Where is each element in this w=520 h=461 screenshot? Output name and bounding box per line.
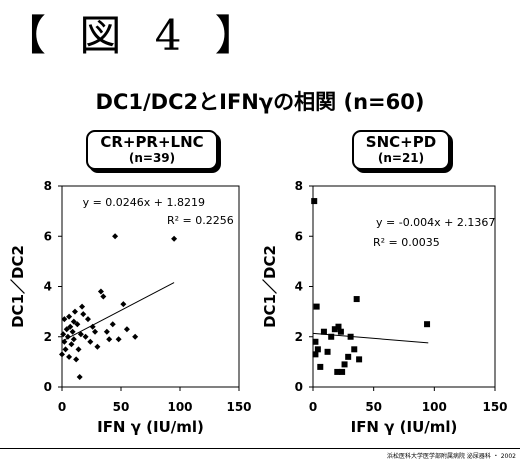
data-point — [61, 338, 68, 345]
group-name: SNC+PD — [365, 133, 437, 151]
x-tick-label: 50 — [113, 400, 130, 414]
group-name: CR+PR+LNC — [100, 133, 204, 151]
main-title: DC1/DC2とIFNγの相関 (n=60) — [95, 90, 425, 114]
y-tick-label: 8 — [44, 179, 52, 193]
data-point — [132, 333, 139, 340]
data-point — [75, 346, 82, 353]
data-point — [324, 348, 331, 355]
y-tick-label: 8 — [295, 179, 303, 193]
data-point — [62, 346, 69, 353]
group-count: (n=39) — [128, 151, 176, 165]
data-point — [67, 323, 74, 330]
data-point — [328, 333, 335, 340]
data-point — [115, 336, 122, 343]
data-point — [100, 293, 107, 300]
x-tick-label: 150 — [482, 400, 507, 414]
data-point — [123, 326, 130, 333]
data-point — [64, 333, 71, 340]
r-squared-label: R² = 0.0035 — [373, 236, 440, 249]
y-tick-label: 4 — [44, 280, 52, 294]
data-point — [312, 338, 319, 345]
footer-rule — [0, 448, 520, 449]
data-point — [76, 373, 83, 380]
y-axis-label: DC1／DC2 — [261, 245, 279, 328]
data-point — [106, 336, 113, 343]
data-point — [60, 331, 67, 338]
data-point — [424, 321, 431, 328]
data-point — [320, 328, 327, 335]
data-point — [77, 331, 84, 338]
data-point — [356, 356, 363, 363]
data-point — [94, 343, 101, 350]
x-axis-label: IFN γ (IU/ml) — [97, 418, 204, 436]
data-point — [334, 368, 341, 375]
group-count: (n=21) — [377, 151, 425, 165]
data-point — [80, 311, 87, 318]
x-axis-label: IFN γ (IU/ml) — [351, 418, 458, 436]
y-tick-label: 2 — [295, 330, 303, 344]
data-point — [63, 326, 70, 333]
y-tick-label: 2 — [44, 330, 52, 344]
data-point — [313, 303, 320, 310]
data-point — [109, 321, 116, 328]
group-box-snc-pd: SNC+PD (n=21) — [352, 130, 450, 170]
data-point — [331, 326, 338, 333]
data-point — [73, 356, 80, 363]
data-point — [68, 341, 75, 348]
group-box-cr-pr-lnc: CR+PR+LNC (n=39) — [86, 130, 218, 170]
data-point — [66, 353, 73, 360]
data-point — [82, 333, 89, 340]
x-tick-label: 0 — [309, 400, 317, 414]
credit-text: 浜松医科大学医学部附属病院 泌尿器科 ・ 2002 — [387, 453, 516, 460]
x-tick-label: 50 — [365, 400, 382, 414]
data-point — [66, 313, 73, 320]
r-squared-label: R² = 0.2256 — [167, 214, 234, 227]
data-point — [59, 351, 65, 358]
data-point — [87, 338, 94, 345]
data-point — [337, 328, 344, 335]
data-point — [69, 328, 76, 335]
x-tick-label: 150 — [226, 400, 251, 414]
data-point — [97, 288, 104, 295]
trend-line — [61, 282, 175, 342]
y-tick-label: 6 — [44, 229, 52, 243]
data-point — [311, 198, 318, 205]
data-point — [351, 346, 358, 353]
data-point — [312, 351, 319, 358]
y-tick-label: 0 — [295, 380, 303, 394]
data-point — [92, 328, 99, 335]
data-point — [314, 346, 321, 353]
data-point — [120, 301, 127, 308]
data-point — [345, 353, 352, 360]
data-point — [89, 323, 96, 330]
data-point — [84, 316, 91, 323]
x-tick-label: 100 — [422, 400, 447, 414]
regression-equation: y = 0.0246x + 1.8219 — [83, 196, 205, 209]
data-point — [353, 296, 360, 303]
data-point — [347, 333, 354, 340]
data-point — [335, 323, 342, 330]
data-point — [71, 308, 78, 315]
data-point — [339, 368, 346, 375]
data-point — [74, 321, 81, 328]
x-tick-label: 100 — [167, 400, 192, 414]
data-point — [171, 235, 178, 242]
data-point — [341, 361, 348, 368]
data-point — [70, 318, 77, 325]
y-tick-label: 4 — [295, 280, 303, 294]
y-tick-label: 6 — [295, 229, 303, 243]
regression-equation: y = -0.004x + 2.1367 — [376, 216, 495, 229]
data-point — [103, 328, 110, 335]
data-point — [79, 303, 86, 310]
y-axis-label: DC1／DC2 — [9, 245, 27, 328]
data-point — [112, 233, 119, 240]
figure-label: 【 図 4 】 — [4, 11, 267, 60]
x-tick-label: 0 — [58, 400, 66, 414]
data-point — [70, 336, 77, 343]
data-point — [317, 363, 324, 370]
y-tick-label: 0 — [44, 380, 52, 394]
data-point — [61, 316, 68, 323]
